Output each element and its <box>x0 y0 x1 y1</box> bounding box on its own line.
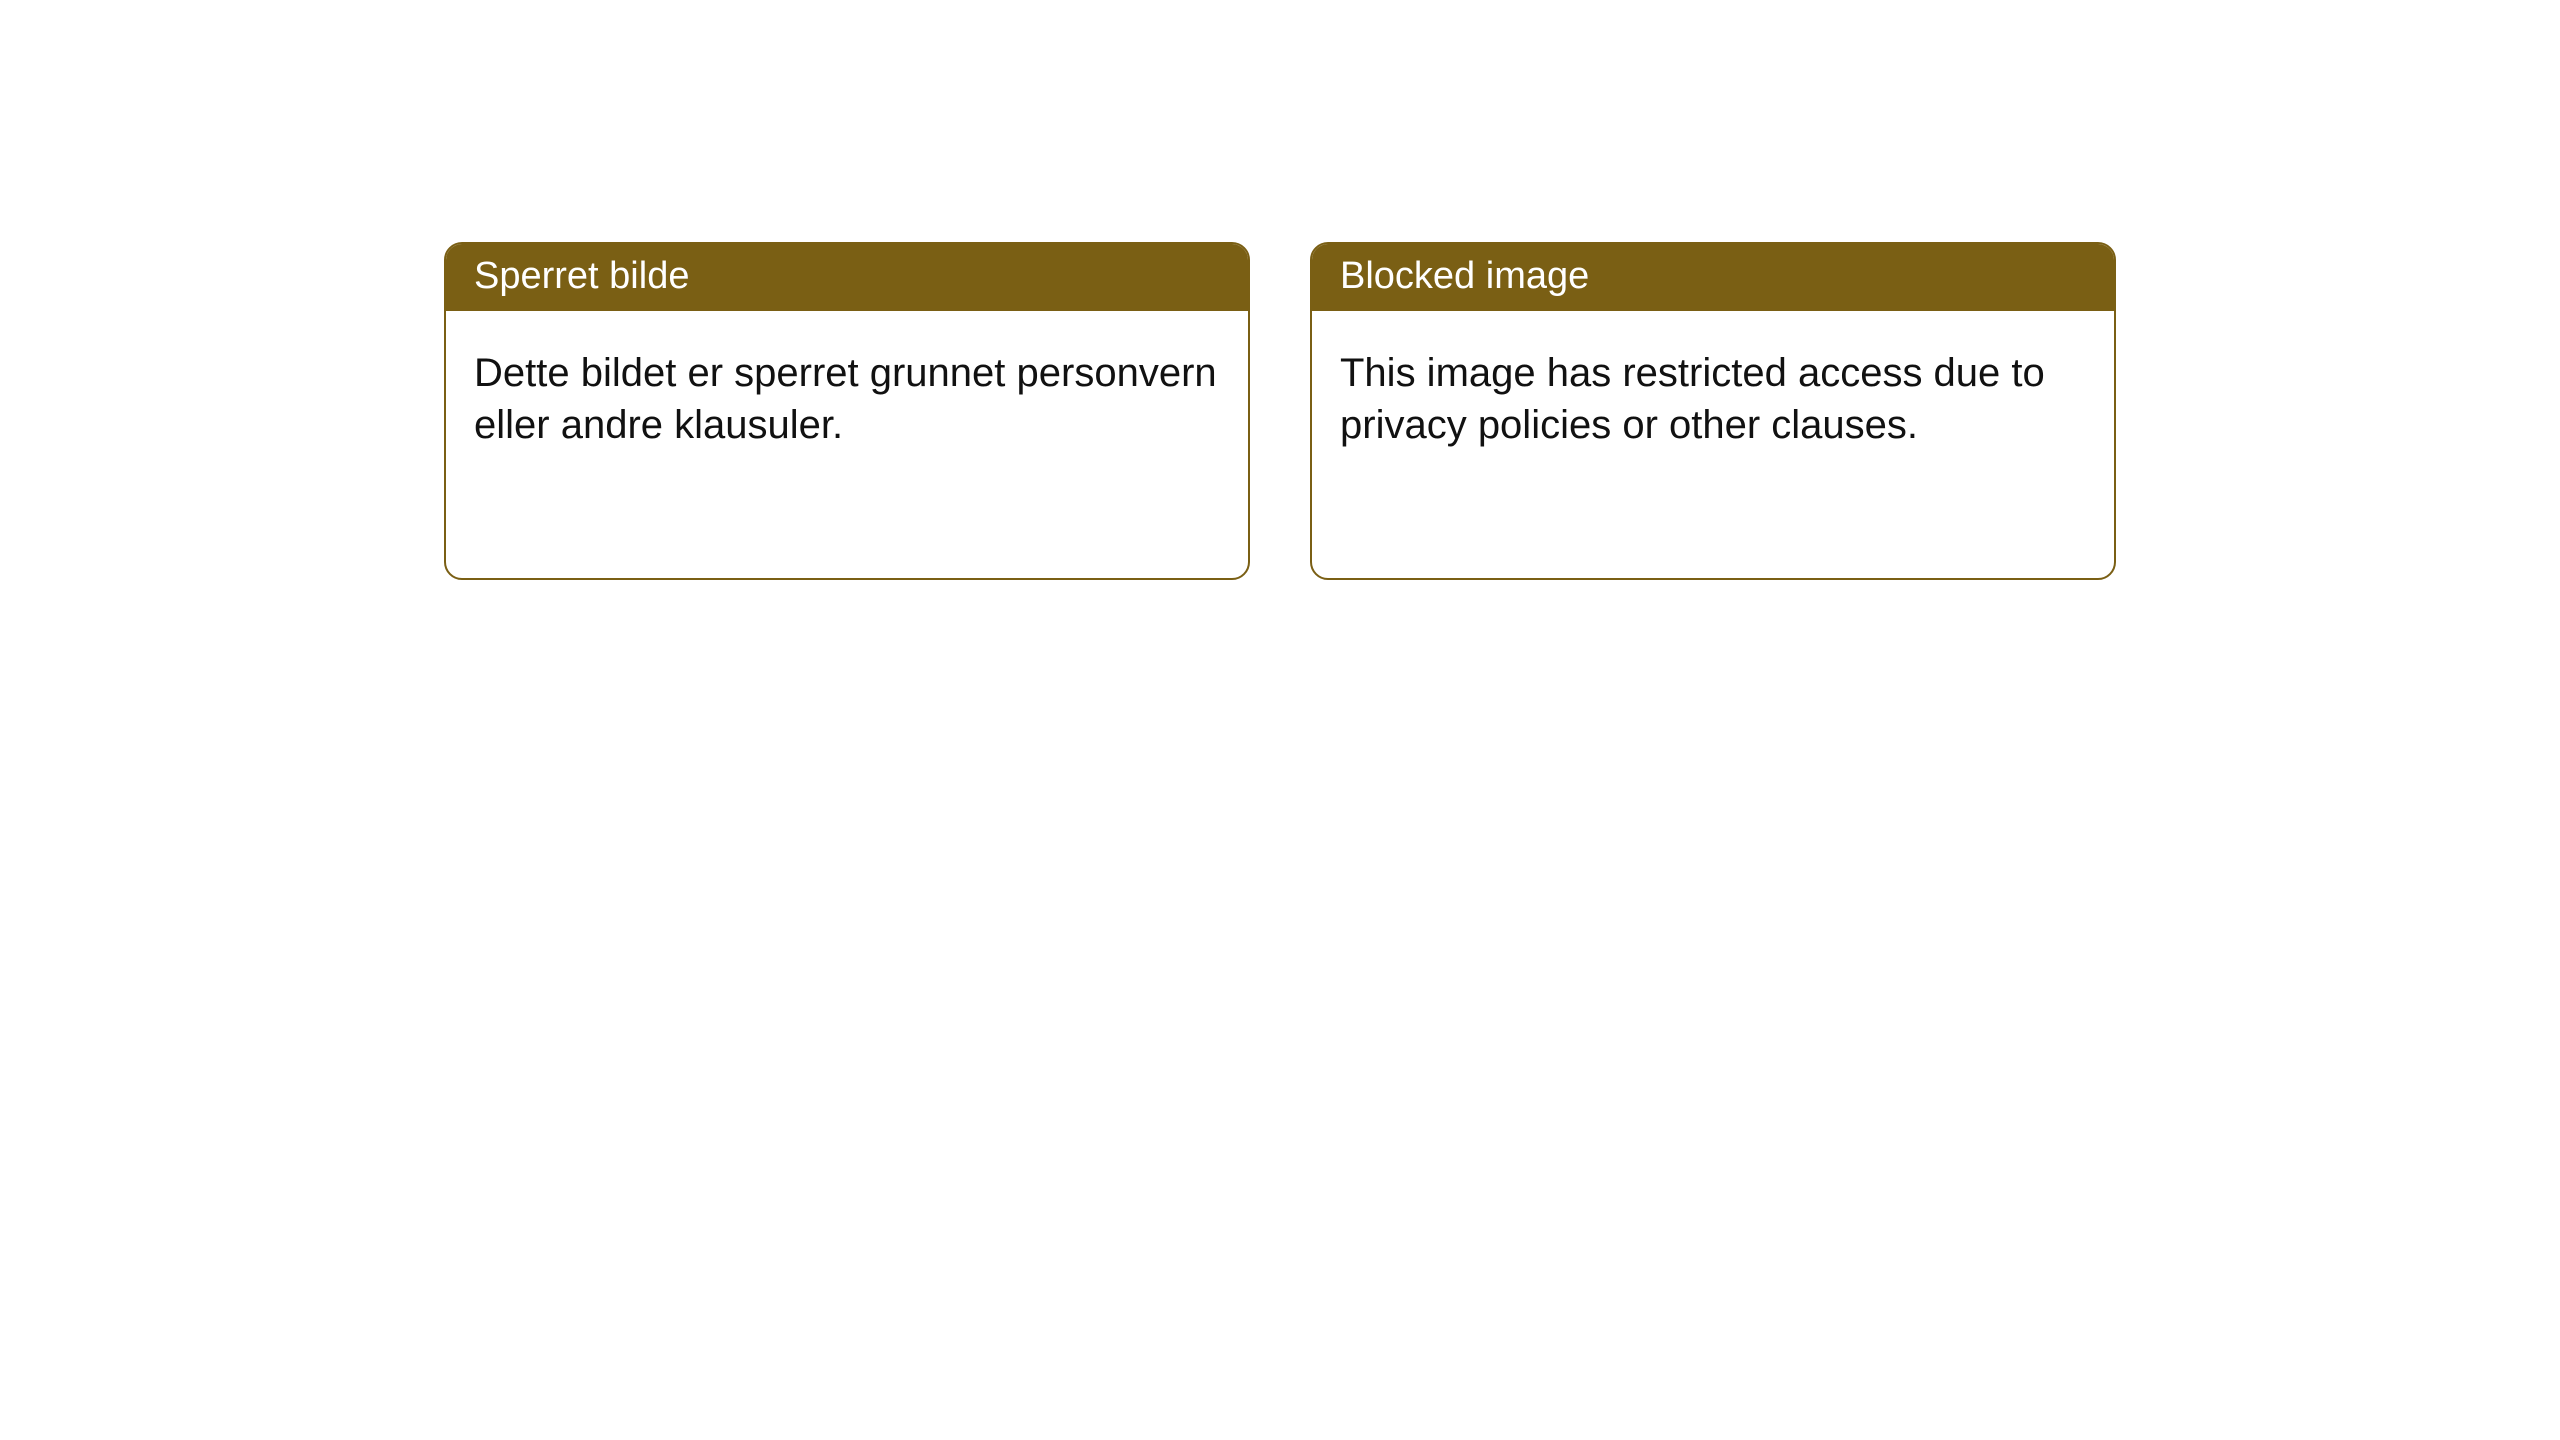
notice-title-english: Blocked image <box>1312 244 2114 311</box>
notice-card-english: Blocked image This image has restricted … <box>1310 242 2116 580</box>
notice-body-english: This image has restricted access due to … <box>1312 311 2114 479</box>
notice-card-norwegian: Sperret bilde Dette bildet er sperret gr… <box>444 242 1250 580</box>
notice-body-norwegian: Dette bildet er sperret grunnet personve… <box>446 311 1248 479</box>
notices-container: Sperret bilde Dette bildet er sperret gr… <box>0 0 2560 580</box>
notice-title-norwegian: Sperret bilde <box>446 244 1248 311</box>
